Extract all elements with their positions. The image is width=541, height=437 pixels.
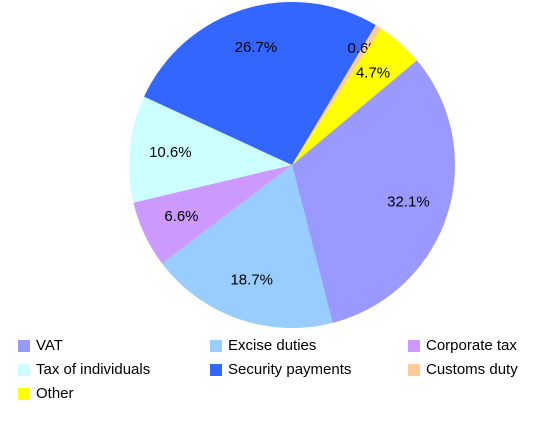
data-label: 10.6% [149,144,192,161]
pie-slice [292,60,455,323]
legend-swatch [408,364,420,376]
data-label: 6.6% [164,208,198,225]
data-label: 26.7% [235,39,278,56]
legend-label: Security payments [228,361,351,378]
pie-slice [129,96,292,203]
legend-swatch [210,364,222,376]
legend-swatch [408,340,420,352]
legend-swatch [18,388,30,400]
pie-slice [133,165,292,264]
pie-slice [292,28,417,165]
legend-label: VAT [36,337,63,354]
pie-slice [162,165,333,328]
legend-swatch [18,364,30,376]
legend-label: Other [36,385,74,402]
legend-swatch [210,340,222,352]
legend-label: Tax of individuals [36,361,150,378]
legend-label: Customs duty [426,361,518,378]
data-label: 32.1% [387,193,430,210]
data-label: 18.7% [230,271,273,288]
pie-slice [144,1,376,165]
legend-label: Corporate tax [426,337,517,354]
data-label: 4.7% [356,64,390,81]
legend-label: Excise duties [228,337,316,354]
pie-slice [292,25,381,166]
legend-swatch [18,340,30,352]
